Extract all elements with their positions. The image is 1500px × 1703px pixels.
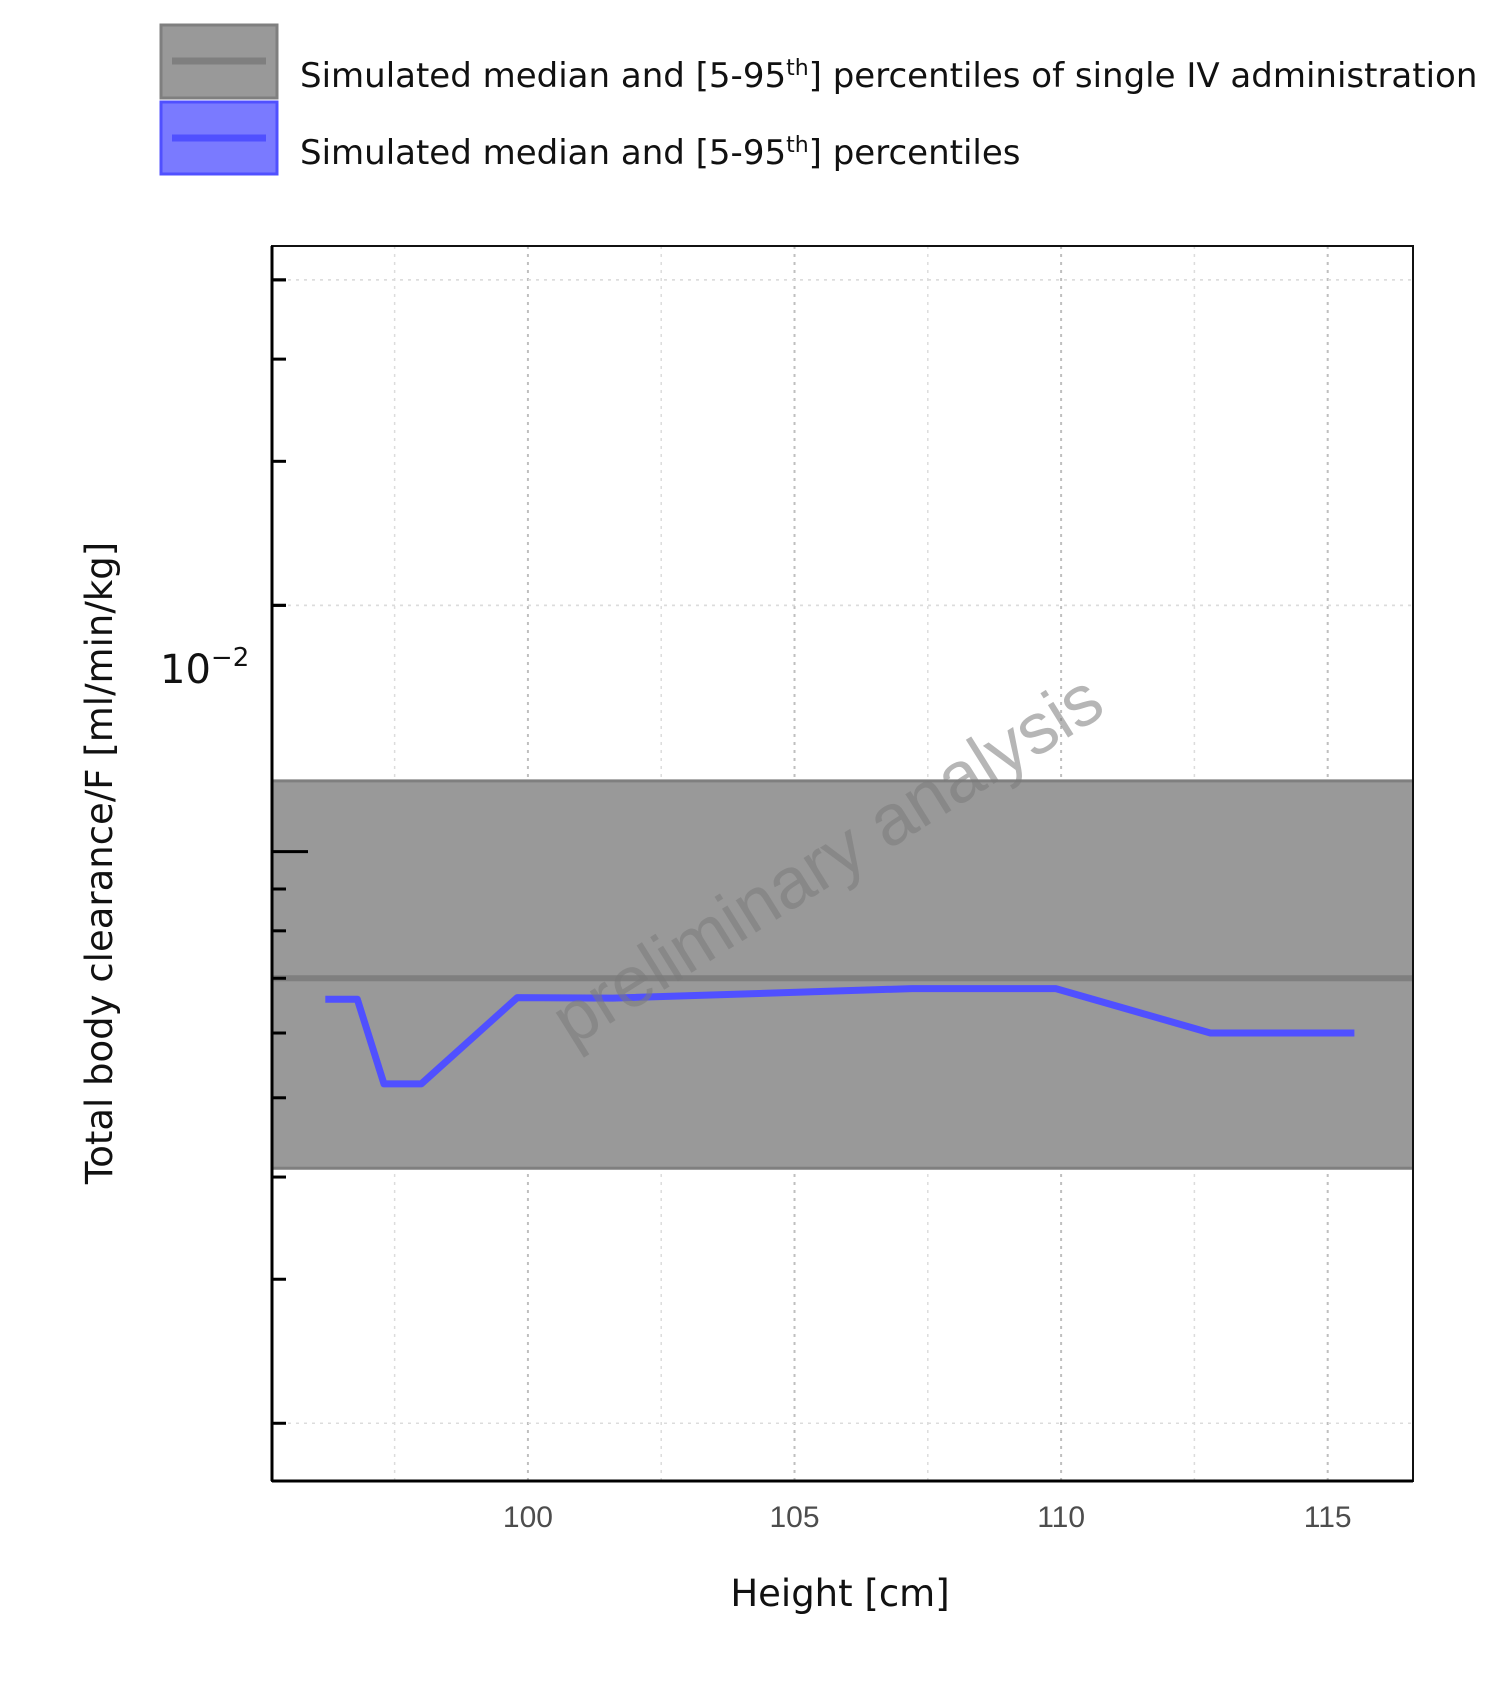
x-axis-title: Height [cm] [730, 1572, 949, 1615]
legend: Simulated median and [5-95th] percentile… [159, 23, 1477, 176]
iv-band [272, 779, 1413, 1170]
x-tick-label: 100 [503, 1501, 553, 1534]
x-axis-ticks: 100 105 110 115 [503, 1501, 1352, 1534]
iv-band-area [272, 780, 1413, 1169]
x-tick-label: 105 [769, 1501, 819, 1534]
simulated-series [325, 985, 1355, 1088]
legend-label-simulated: Simulated median and [5-95th] percentile… [300, 133, 1020, 173]
plot-area: preliminary analysis 100 105 110 115 [270, 245, 1414, 1534]
simulated-median-line [325, 985, 1355, 1088]
x-tick-label: 110 [1037, 1501, 1085, 1534]
legend-label-iv: Simulated median and [5-95th] percentile… [300, 56, 1477, 96]
x-tick-label: 115 [1304, 1501, 1352, 1534]
y-axis-title: Total body clearance/F [ml/min/kg] [78, 542, 121, 1185]
y-tick-label-decade: 10−2 [160, 643, 249, 693]
y-axis-ticks [272, 278, 308, 1425]
